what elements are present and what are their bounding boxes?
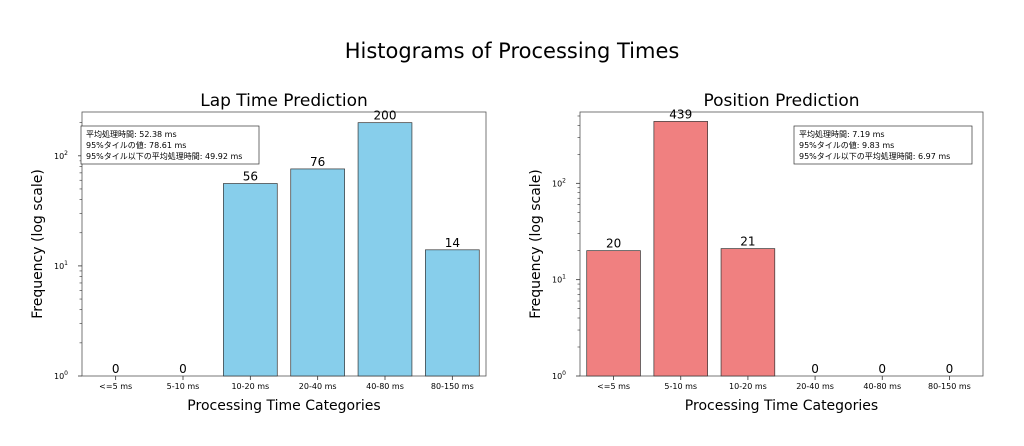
y-axis-label: Frequency (log scale) xyxy=(30,169,46,319)
x-tick-label: 5-10 ms xyxy=(167,382,200,391)
chart-position-prediction: Position Prediction Frequency (log scale)… xyxy=(528,91,984,414)
x-tick-label: 80-150 ms xyxy=(431,382,474,391)
y-tick-label: 101 xyxy=(54,260,68,271)
bar xyxy=(290,168,345,377)
plot-frame xyxy=(579,111,984,377)
bar-value-label: 0 xyxy=(811,362,819,376)
bar-value-label: 76 xyxy=(310,155,325,169)
chart-title: Position Prediction xyxy=(703,91,859,111)
x-tick-label: <=5 ms xyxy=(597,382,630,391)
bar-value-label: 0 xyxy=(112,362,120,376)
x-tick-label: 80-150 ms xyxy=(928,382,971,391)
bar xyxy=(223,183,278,377)
bar xyxy=(357,122,413,377)
y-tick-label: 102 xyxy=(552,177,566,188)
stats-annotation-line: 95%タイル以下の平均処理時間: 6.97 ms xyxy=(799,151,950,161)
x-tick-label: 40-80 ms xyxy=(366,382,404,391)
x-tick-label: <=5 ms xyxy=(99,382,132,391)
y-axis-label: Frequency (log scale) xyxy=(528,169,544,319)
x-axis-label: Processing Time Categories xyxy=(685,398,878,414)
bar-value-label: 14 xyxy=(445,236,460,250)
figure-title: Histograms of Processing Times xyxy=(345,39,680,63)
bar-value-label: 20 xyxy=(606,237,621,251)
bar-value-label: 439 xyxy=(669,107,692,121)
stats-annotation-line: 平均処理時間: 7.19 ms xyxy=(799,129,885,139)
stats-annotation-line: 平均処理時間: 52.38 ms xyxy=(86,129,177,139)
x-tick-label: 5-10 ms xyxy=(664,382,697,391)
plot-frame xyxy=(81,111,487,377)
bar xyxy=(425,249,480,377)
x-tick-label: 10-20 ms xyxy=(729,382,767,391)
bar xyxy=(720,248,776,377)
bar-value-label: 200 xyxy=(374,109,397,123)
chart-lap-time-prediction: Lap Time Prediction Frequency (log scale)… xyxy=(30,91,487,414)
bar-value-label: 0 xyxy=(878,362,886,376)
bar-value-label: 0 xyxy=(179,362,187,376)
chart-title: Lap Time Prediction xyxy=(200,91,368,111)
bar-value-label: 0 xyxy=(946,362,954,376)
y-tick-label: 101 xyxy=(552,274,566,285)
x-tick-label: 40-80 ms xyxy=(863,382,901,391)
stats-annotation-box xyxy=(80,125,260,165)
bar xyxy=(653,121,708,377)
stats-annotation-line: 95%タイルの値: 9.83 ms xyxy=(799,140,894,150)
y-tick-label: 100 xyxy=(54,370,68,381)
y-tick-label: 102 xyxy=(54,150,68,161)
bar-value-label: 21 xyxy=(740,235,755,249)
stats-annotation-box xyxy=(793,125,973,165)
x-tick-label: 10-20 ms xyxy=(231,382,269,391)
stats-annotation-line: 95%タイルの値: 78.61 ms xyxy=(86,140,186,150)
x-tick-label: 20-40 ms xyxy=(299,382,337,391)
bar xyxy=(586,250,641,377)
y-tick-label: 100 xyxy=(552,370,566,381)
stats-annotation-line: 95%タイル以下の平均処理時間: 49.92 ms xyxy=(86,151,242,161)
x-tick-label: 20-40 ms xyxy=(796,382,834,391)
x-axis-label: Processing Time Categories xyxy=(187,398,380,414)
bar-value-label: 56 xyxy=(243,170,258,184)
